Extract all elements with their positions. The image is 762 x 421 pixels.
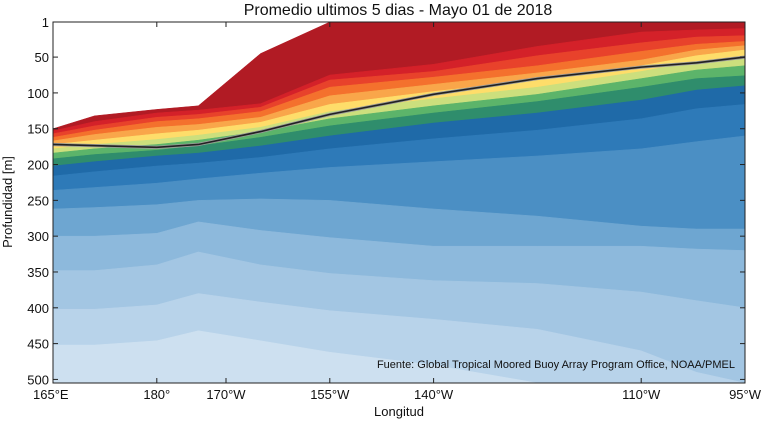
y-tick-label: 50 — [35, 50, 49, 65]
y-tick-label: 350 — [27, 265, 49, 280]
y-tick-label: 500 — [27, 372, 49, 387]
y-tick-label: 400 — [27, 301, 49, 316]
source-annotation: Fuente: Global Tropical Moored Buoy Arra… — [377, 359, 735, 371]
isotherm-line — [53, 56, 745, 149]
x-axis-label: Longitud — [374, 404, 424, 419]
contour-band-17 — [53, 330, 745, 383]
y-tick-label: 250 — [27, 193, 49, 208]
x-axis: 165°E 180° 170°W 155°W 140°W 110°W 95°W — [33, 22, 762, 402]
plot-frame — [52, 21, 746, 384]
x-tick-label: 155°W — [310, 387, 350, 402]
x-tick-label: 140°W — [414, 387, 454, 402]
y-tick-label: 150 — [27, 122, 49, 137]
x-tick-label: 170°W — [206, 387, 246, 402]
x-tick-label: 110°W — [622, 387, 661, 402]
y-tick-label: 450 — [27, 337, 49, 352]
isotherm-layer — [53, 55, 745, 149]
y-axis-label: Profundidad [m] — [0, 156, 15, 248]
y-tick-label: 1 — [42, 15, 49, 30]
x-tick-label: 180° — [143, 387, 170, 402]
contour-bands — [53, 22, 745, 383]
y-tick-label: 100 — [27, 86, 49, 101]
x-tick-label: 165°E — [33, 387, 69, 402]
x-tick-label: 95°W — [729, 387, 762, 402]
plot-area — [52, 21, 746, 384]
y-tick-label: 200 — [27, 158, 49, 173]
chart-title: Promedio ultimos 5 dias - Mayo 01 de 201… — [244, 2, 553, 19]
y-tick-label: 300 — [27, 229, 49, 244]
